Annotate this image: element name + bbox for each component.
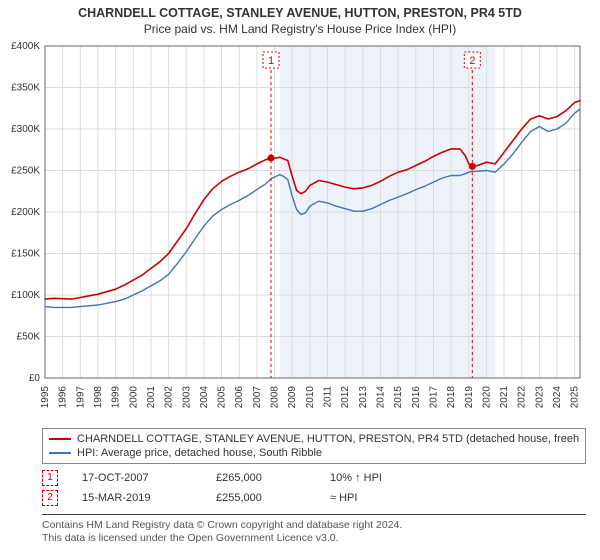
footer-line: Contains HM Land Registry data © Crown c… [42,519,586,532]
svg-text:2014: 2014 [375,386,386,409]
legend-swatch-hpi [49,452,71,454]
legend-swatch-property [49,438,71,440]
svg-text:2021: 2021 [499,386,510,409]
svg-text:2010: 2010 [305,386,316,409]
sale-relation: ≈ HPI [330,492,420,504]
legend-label-hpi: HPI: Average price, detached house, Sout… [77,446,322,460]
legend: CHARNDELL COTTAGE, STANLEY AVENUE, HUTTO… [42,428,586,464]
legend-label-property: CHARNDELL COTTAGE, STANLEY AVENUE, HUTTO… [77,432,579,446]
svg-text:2000: 2000 [128,386,139,409]
svg-text:2022: 2022 [517,386,528,409]
svg-text:2018: 2018 [446,386,457,409]
sale-relation: 10% ↑ HPI [330,472,420,484]
sale-row: 2 15-MAR-2019 £255,000 ≈ HPI [42,488,586,508]
svg-text:2006: 2006 [234,386,245,409]
svg-text:2017: 2017 [428,386,439,409]
sale-price: £255,000 [216,492,306,504]
svg-text:£0: £0 [29,373,41,384]
svg-text:1998: 1998 [93,386,104,409]
svg-text:£150K: £150K [11,249,40,260]
sales-table: 1 17-OCT-2007 £265,000 10% ↑ HPI 2 15-MA… [42,468,586,508]
svg-text:£350K: £350K [11,83,40,94]
legend-item-property: CHARNDELL COTTAGE, STANLEY AVENUE, HUTTO… [49,432,579,446]
svg-text:£200K: £200K [11,207,40,218]
sale-date: 17-OCT-2007 [82,472,192,484]
svg-text:2: 2 [469,55,475,67]
sale-marker-icon: 1 [42,470,58,486]
svg-text:2015: 2015 [393,386,404,409]
svg-text:1995: 1995 [40,386,51,409]
svg-text:2009: 2009 [287,386,298,409]
svg-text:2011: 2011 [323,386,334,408]
svg-text:£250K: £250K [11,166,40,177]
svg-text:2016: 2016 [411,386,422,409]
chart-subtitle: Price paid vs. HM Land Registry's House … [0,20,600,40]
sale-row: 1 17-OCT-2007 £265,000 10% ↑ HPI [42,468,586,488]
svg-text:2008: 2008 [270,386,281,409]
chart-title: CHARNDELL COTTAGE, STANLEY AVENUE, HUTTO… [0,0,600,20]
svg-text:1997: 1997 [75,386,86,409]
svg-text:2019: 2019 [464,386,475,409]
attribution-footer: Contains HM Land Registry data © Crown c… [42,514,586,545]
svg-text:2013: 2013 [358,386,369,409]
price-chart: £0£50K£100K£150K£200K£250K£300K£350K£400… [45,42,590,418]
sale-date: 15-MAR-2019 [82,492,192,504]
svg-text:2012: 2012 [340,386,351,409]
svg-text:£400K: £400K [11,42,40,52]
svg-text:2024: 2024 [552,386,563,409]
svg-text:2025: 2025 [570,386,581,409]
svg-text:£100K: £100K [11,290,40,301]
svg-text:2002: 2002 [164,386,175,409]
svg-text:2007: 2007 [252,386,263,409]
svg-text:2004: 2004 [199,386,210,409]
sale-price: £265,000 [216,472,306,484]
svg-text:£300K: £300K [11,124,40,135]
sale-marker-icon: 2 [42,490,58,506]
legend-item-hpi: HPI: Average price, detached house, Sout… [49,446,579,460]
svg-text:2003: 2003 [181,386,192,409]
footer-line: This data is licensed under the Open Gov… [42,532,586,545]
svg-text:2001: 2001 [146,386,157,409]
svg-text:2005: 2005 [217,386,228,409]
svg-text:1: 1 [268,55,274,67]
svg-text:£50K: £50K [17,332,41,343]
svg-text:2020: 2020 [481,386,492,409]
svg-text:2023: 2023 [534,386,545,409]
svg-text:1996: 1996 [58,386,69,409]
svg-text:1999: 1999 [111,386,122,409]
